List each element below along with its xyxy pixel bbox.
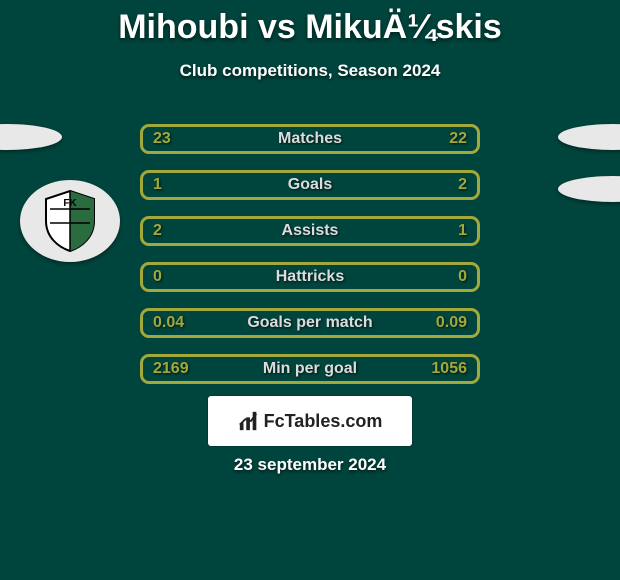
stat-left-value: 2 xyxy=(153,222,203,240)
svg-text:FK: FK xyxy=(63,198,77,209)
watermark-label: FcTables.com xyxy=(264,411,383,432)
stat-right-value: 0 xyxy=(417,268,467,286)
player-right-placeholder-2 xyxy=(558,176,620,202)
stat-row: 23 Matches 22 xyxy=(140,124,480,154)
subtitle: Club competitions, Season 2024 xyxy=(0,61,620,81)
player-right-placeholder-1 xyxy=(558,124,620,150)
stat-row: 1 Goals 2 xyxy=(140,170,480,200)
stat-left-value: 1 xyxy=(153,176,203,194)
stat-left-value: 23 xyxy=(153,130,203,148)
stat-left-value: 0 xyxy=(153,268,203,286)
date-label: 23 september 2024 xyxy=(0,455,620,475)
club-badge: FK xyxy=(20,180,120,262)
stat-row: 2 Assists 1 xyxy=(140,216,480,246)
watermark: FcTables.com xyxy=(208,396,412,446)
stat-right-value: 1 xyxy=(417,222,467,240)
stat-row: 2169 Min per goal 1056 xyxy=(140,354,480,384)
stats-table: 23 Matches 22 1 Goals 2 2 Assists 1 0 Ha… xyxy=(140,124,480,400)
stat-right-value: 1056 xyxy=(417,360,467,378)
player-left-placeholder xyxy=(0,124,62,150)
chart-icon xyxy=(238,410,260,432)
stat-row: 0 Hattricks 0 xyxy=(140,262,480,292)
stat-row: 0.04 Goals per match 0.09 xyxy=(140,308,480,338)
shield-icon: FK xyxy=(40,189,100,253)
stat-right-value: 22 xyxy=(417,130,467,148)
page-title: Mihoubi vs MikuÄ¼skis xyxy=(0,0,620,47)
stat-right-value: 2 xyxy=(417,176,467,194)
stat-left-value: 2169 xyxy=(153,360,203,378)
stat-left-value: 0.04 xyxy=(153,314,203,332)
stat-right-value: 0.09 xyxy=(417,314,467,332)
